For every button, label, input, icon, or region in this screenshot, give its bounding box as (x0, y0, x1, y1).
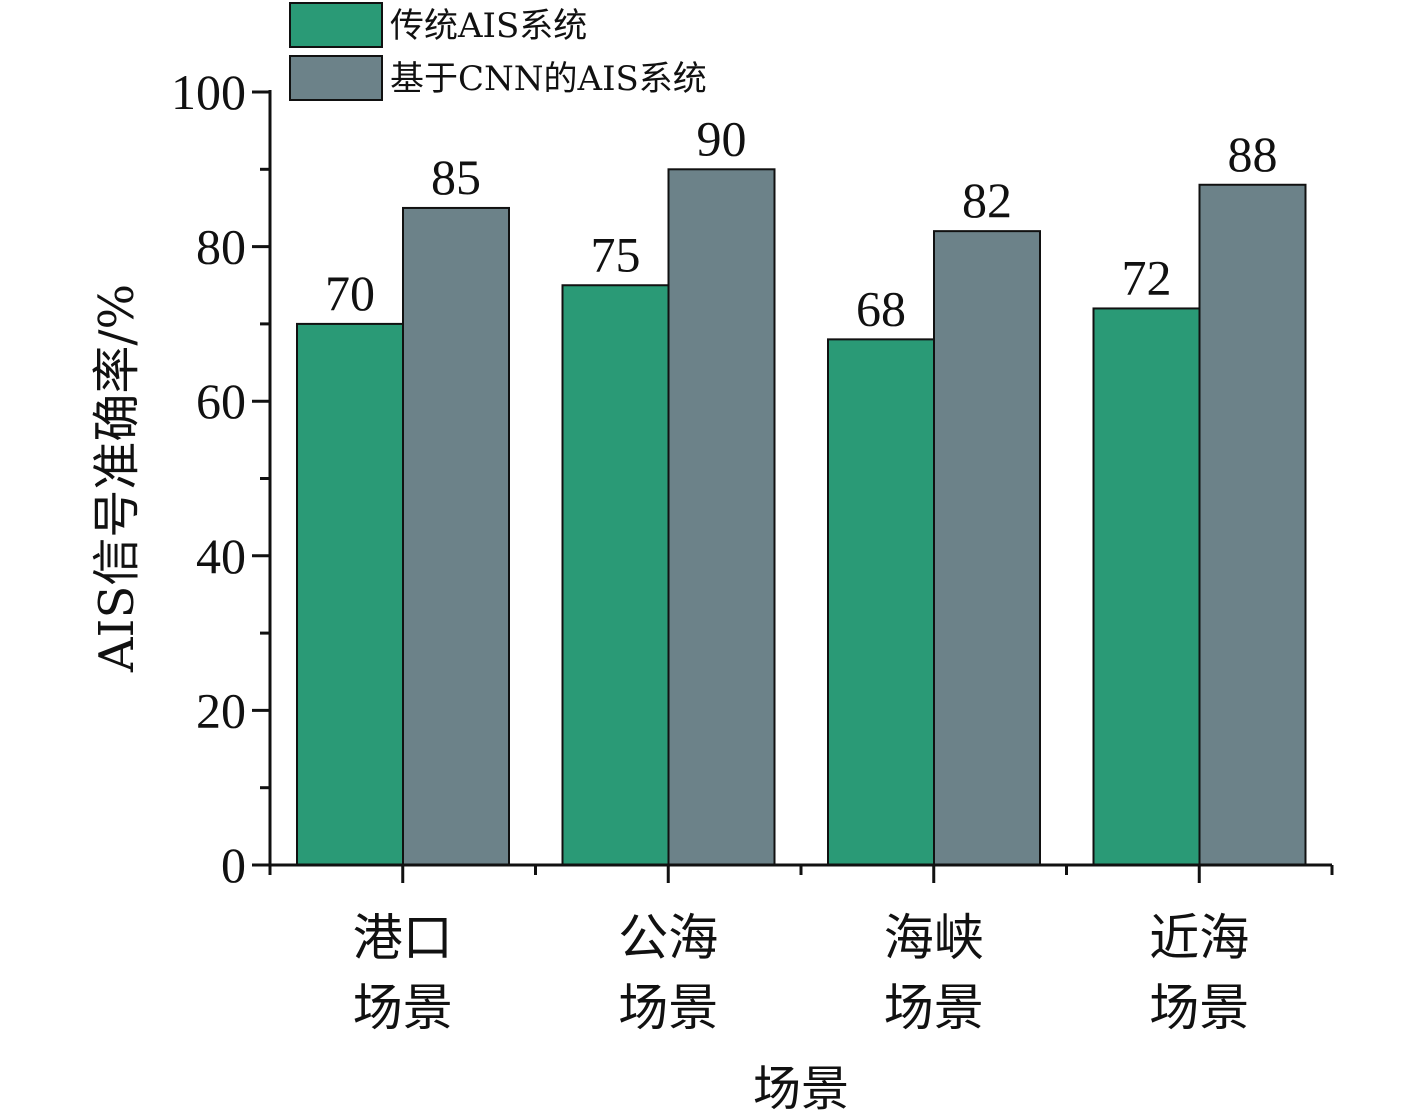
y-tick-label-5: 100 (171, 64, 246, 120)
data-label-1-2: 82 (962, 172, 1012, 228)
data-label-0-3: 72 (1122, 249, 1172, 305)
category-label-2-1: 场景 (884, 979, 984, 1037)
x-ticks-group (268, 865, 1334, 883)
legend-label-1: 基于CNN的AIS系统 (390, 59, 707, 99)
legend-swatch-1 (289, 55, 383, 101)
y-ticks-group: 0 20 40 60 80 100 (171, 64, 270, 893)
y-tick-label-3: 60 (196, 373, 246, 429)
category-label-1-0: 公海 (618, 909, 718, 967)
data-label-0-1: 75 (591, 226, 641, 282)
category-label-1-1: 场景 (618, 979, 718, 1037)
bars-group (296, 168, 1307, 867)
bar-1-1 (667, 168, 776, 867)
data-label-1-0: 85 (431, 149, 481, 205)
category-label-3-0: 近海 (1149, 909, 1249, 967)
category-label-0-1: 场景 (353, 979, 453, 1037)
data-label-1-3: 88 (1228, 126, 1278, 182)
category-label-2-0: 海峡 (884, 909, 984, 967)
x-axis-title: 场景 (753, 1061, 849, 1117)
y-tick-label-2: 40 (196, 528, 246, 584)
bar-1-2 (933, 230, 1041, 866)
data-label-0-0: 70 (325, 265, 375, 321)
data-label-0-2: 68 (856, 280, 906, 336)
y-tick-label-1: 20 (196, 682, 246, 738)
data-label-1-1: 90 (697, 110, 747, 166)
bar-1-3 (1198, 183, 1307, 866)
data-labels-group: 70 75 68 72 85 90 82 88 (325, 110, 1278, 336)
legend-label-0: 传统AIS系统 (390, 6, 587, 46)
bar-0-3 (1092, 307, 1201, 866)
bar-0-0 (296, 322, 404, 866)
bar-0-1 (561, 284, 670, 866)
y-tick-label-4: 80 (196, 219, 246, 275)
bar-0-2 (827, 338, 935, 866)
category-label-3-1: 场景 (1149, 979, 1249, 1037)
category-label-0-0: 港口 (353, 909, 453, 967)
y-axis-title: AIS信号准确率/% (89, 284, 145, 673)
bar-1-0 (402, 206, 510, 866)
legend-swatch-0 (289, 2, 383, 48)
y-tick-label-0: 0 (221, 837, 246, 893)
